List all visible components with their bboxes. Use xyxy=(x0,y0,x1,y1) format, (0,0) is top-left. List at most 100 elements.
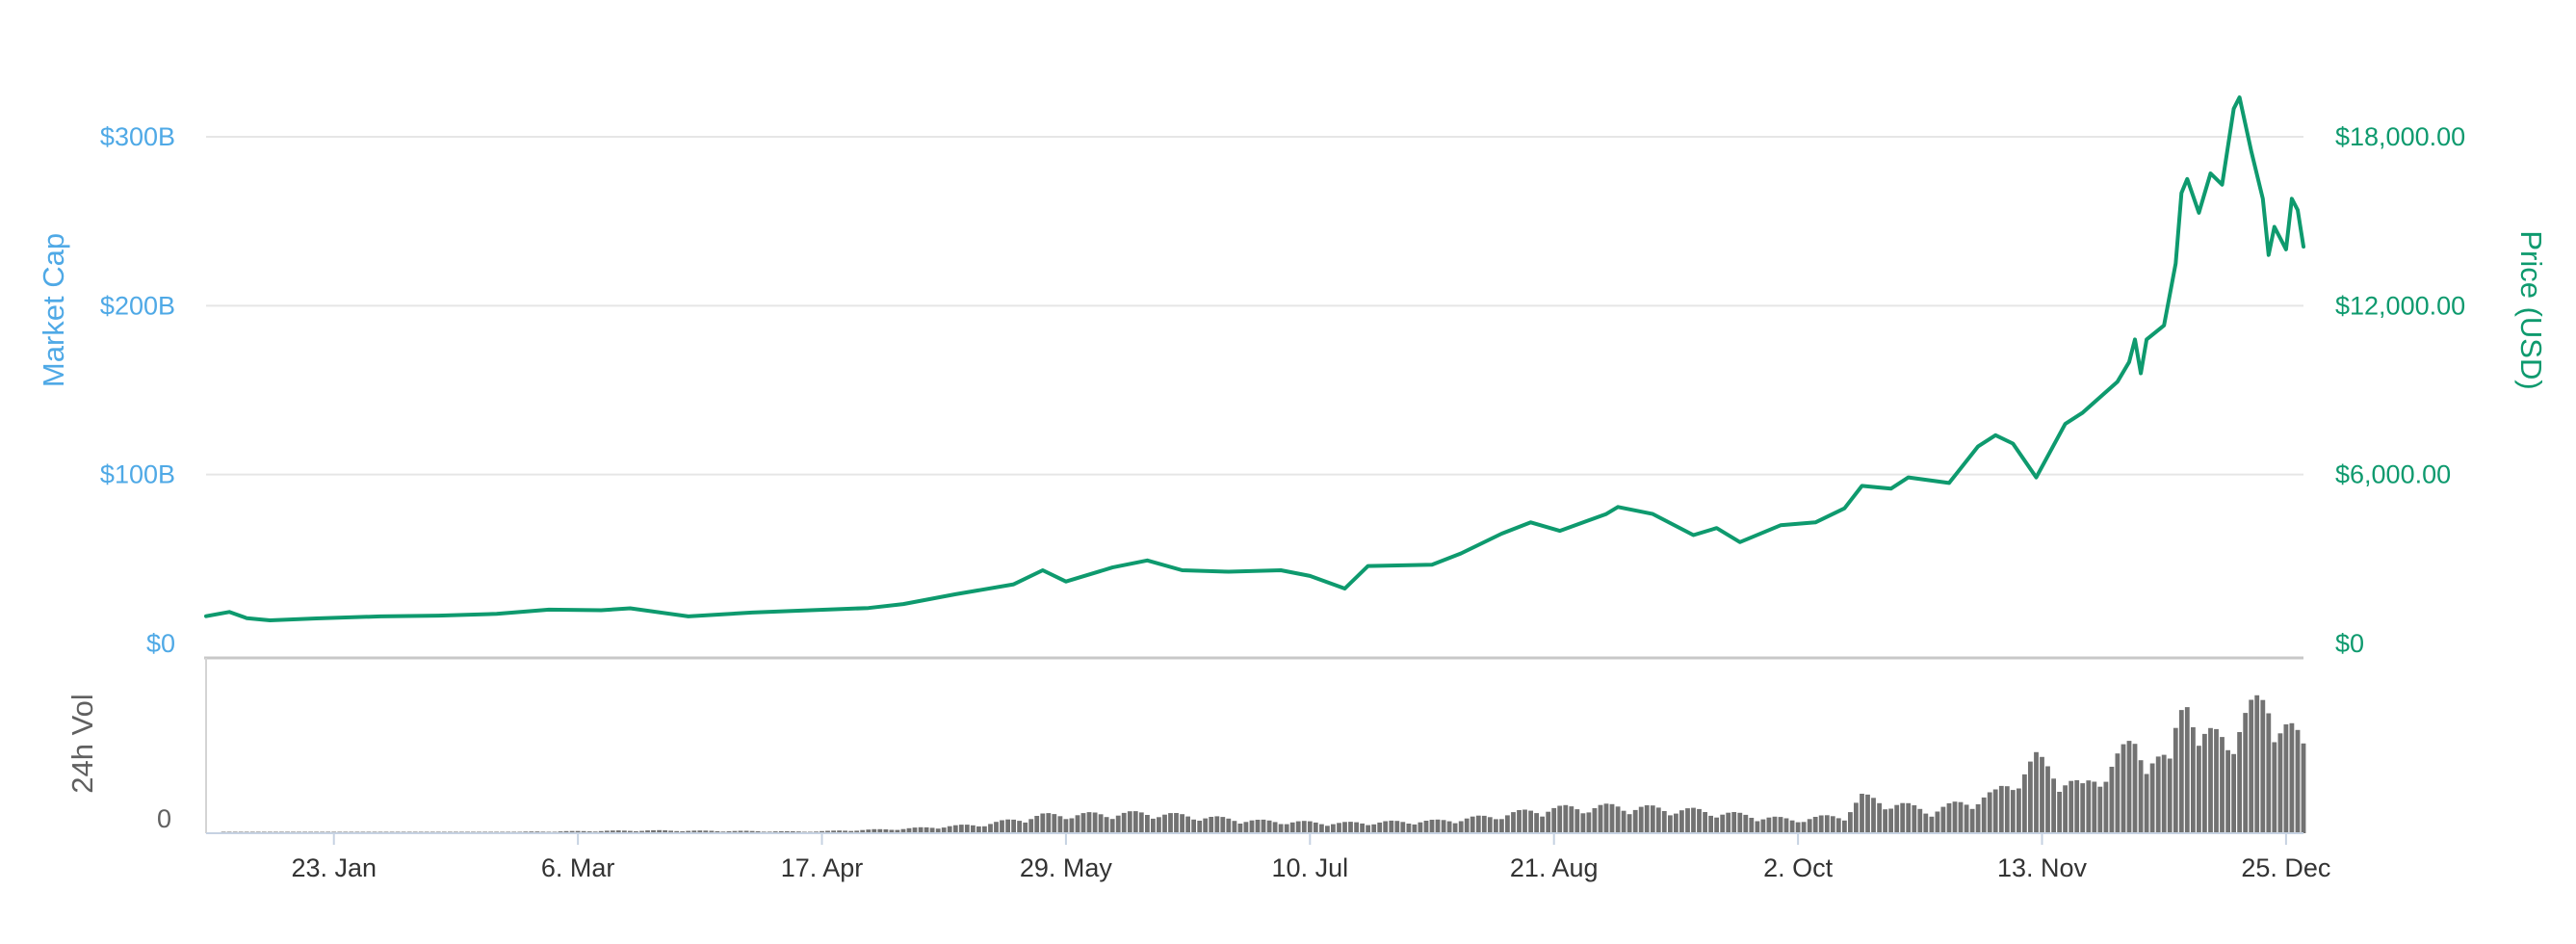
volume-bar xyxy=(2126,741,2132,833)
volume-bar xyxy=(1674,813,1678,833)
volume-bar xyxy=(1429,820,1435,833)
volume-bar xyxy=(941,827,947,833)
volume-bar xyxy=(1987,792,1992,833)
volume-bar xyxy=(1301,821,1307,833)
volume-bar xyxy=(2184,707,2190,833)
volume-bar xyxy=(645,830,650,833)
volume-bar xyxy=(1406,824,1412,833)
volume-bar xyxy=(1354,822,1359,833)
volume-axis-title: 24h Vol xyxy=(65,694,99,793)
volume-bar xyxy=(1337,823,1341,833)
volume-bar xyxy=(1835,818,1841,833)
volume-bar xyxy=(1975,803,1981,833)
volume-bar xyxy=(1499,819,1504,833)
volume-bar xyxy=(1964,804,1969,833)
volume-bar xyxy=(1940,806,1946,833)
volume-bar xyxy=(1366,825,1370,833)
volume-bar xyxy=(2202,733,2207,833)
volume-bar xyxy=(2097,786,2103,833)
volume-bar xyxy=(1574,809,1580,833)
volume-bar xyxy=(2138,760,2144,833)
volume-bar xyxy=(1075,815,1080,833)
market-cap-axis-labels: $0 $100B $200B $300B xyxy=(100,122,175,658)
volume-bar xyxy=(1679,810,1684,833)
market-cap-tick-label: $300B xyxy=(100,122,175,151)
volume-bar xyxy=(1023,822,1028,833)
volume-bar xyxy=(1232,821,1237,833)
volume-bar xyxy=(2277,733,2283,833)
volume-bar xyxy=(732,830,738,833)
volume-bar xyxy=(1900,802,1906,833)
volume-bar xyxy=(1272,822,1278,833)
volume-bar xyxy=(743,830,749,833)
volume-bar xyxy=(854,830,860,833)
volume-bar xyxy=(1906,802,1912,833)
volume-bar xyxy=(1650,805,1655,833)
volume-bar xyxy=(1162,814,1167,833)
volume-bar xyxy=(703,830,709,833)
volume-bar xyxy=(2254,695,2260,833)
volume-bar xyxy=(1958,801,1964,833)
volume-bar xyxy=(1180,814,1184,833)
volume-bar xyxy=(1766,817,1772,833)
volume-bar xyxy=(1726,812,1731,833)
volume-bar xyxy=(1284,824,1289,833)
volume-bar xyxy=(2178,710,2184,833)
volume-bar xyxy=(2086,780,2092,833)
volume-bar xyxy=(1109,819,1115,833)
volume-bar xyxy=(1877,802,1882,833)
volume-bar xyxy=(2045,766,2050,833)
volume-bar xyxy=(2034,751,2039,833)
volume-bar xyxy=(1812,817,1818,833)
volume-bar xyxy=(900,828,906,833)
volume-bar xyxy=(598,830,604,833)
volume-bar xyxy=(1621,810,1626,833)
volume-bar xyxy=(1325,826,1330,833)
x-tick-label: 21. Aug xyxy=(1510,853,1599,882)
volume-bar xyxy=(2149,763,2155,833)
volume-bar xyxy=(1848,812,1853,833)
volume-bar xyxy=(784,830,790,833)
volume-bar xyxy=(1423,821,1429,833)
volume-bar xyxy=(1760,819,1766,833)
volume-bar xyxy=(1063,819,1069,833)
volume-bar xyxy=(1969,808,1975,833)
volume-bar xyxy=(877,828,883,833)
volume-bar xyxy=(1494,819,1498,833)
volume-bar xyxy=(563,830,569,833)
volume-bar xyxy=(2243,713,2249,833)
volume-bar xyxy=(2074,780,2080,833)
volume-bar xyxy=(1080,813,1086,833)
volume-bar xyxy=(872,828,877,833)
volume-bar xyxy=(1383,821,1389,833)
volume-bar xyxy=(2063,785,2068,833)
volume-bar xyxy=(1214,816,1220,833)
volume-bar xyxy=(2214,728,2219,833)
volume-bar xyxy=(1860,794,1864,833)
volume-bar xyxy=(883,829,889,833)
volume-bars xyxy=(221,695,2306,833)
volume-bar xyxy=(1917,808,1923,833)
x-tick-label: 23. Jan xyxy=(291,853,377,882)
x-tick-label: 10. Jul xyxy=(1272,853,1349,882)
volume-bar xyxy=(1319,824,1324,833)
volume-bar xyxy=(1609,803,1615,833)
volume-bar xyxy=(1017,821,1022,833)
volume-bar xyxy=(1243,822,1249,833)
volume-bar xyxy=(615,830,621,833)
price-line[interactable] xyxy=(204,95,2305,622)
volume-bar xyxy=(1197,821,1203,833)
volume-bar xyxy=(964,825,970,833)
volume-bar xyxy=(2231,753,2236,833)
volume-bar xyxy=(1703,812,1707,833)
price-line-series[interactable] xyxy=(204,95,2305,622)
volume-bar xyxy=(1011,819,1016,833)
volume-bar xyxy=(1795,822,1801,833)
volume-bar xyxy=(1249,820,1255,833)
volume-bar xyxy=(1132,811,1138,833)
volume-bar xyxy=(2197,746,2201,833)
volume-bar xyxy=(1854,802,1859,833)
volume-bar xyxy=(2004,786,2010,833)
volume-bar xyxy=(1783,818,1789,833)
volume-bar xyxy=(2283,724,2289,833)
